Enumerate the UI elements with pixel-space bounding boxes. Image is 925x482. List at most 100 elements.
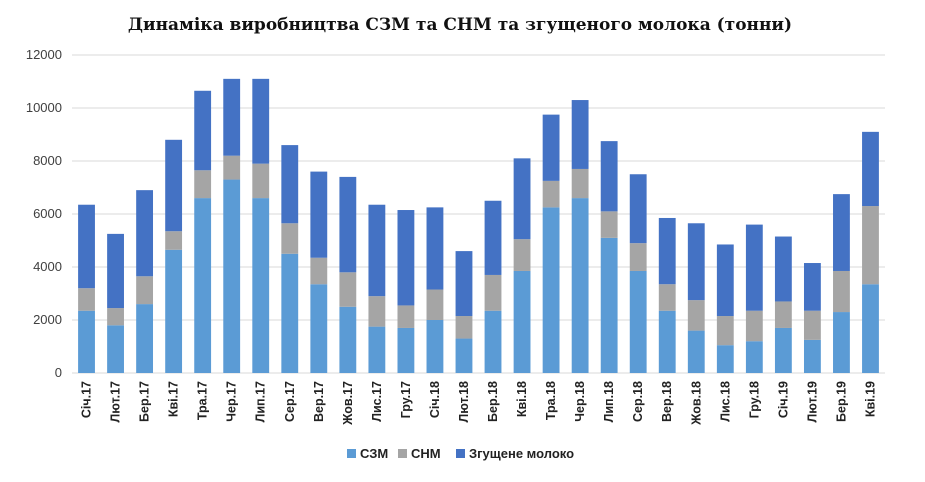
bar-segment-2-26 xyxy=(833,194,850,271)
bar-segment-2-0 xyxy=(78,204,95,289)
bar-segment-1-27 xyxy=(862,206,879,285)
gridlines xyxy=(72,54,885,374)
bar-segment-0-12 xyxy=(426,320,444,373)
x-tick-label: Бер.18 xyxy=(486,381,500,422)
x-tick-label: Бер.19 xyxy=(834,381,848,422)
bar-segment-1-10 xyxy=(368,296,386,327)
bar-segment-2-17 xyxy=(571,100,589,169)
x-tick-label: Січ.19 xyxy=(776,381,790,418)
bar-segment-1-16 xyxy=(542,180,560,208)
bar-segment-1-5 xyxy=(223,155,241,180)
bar-segment-1-23 xyxy=(745,310,763,342)
x-tick-label: Гру.17 xyxy=(399,381,413,418)
bar-segment-2-3 xyxy=(165,139,183,232)
bar-segment-2-7 xyxy=(281,145,299,224)
x-tick-label: Бер.17 xyxy=(138,381,152,422)
bar-segment-0-0 xyxy=(78,310,95,373)
bar-segment-2-13 xyxy=(455,251,473,317)
bar-segment-1-25 xyxy=(803,310,821,340)
x-tick-label: Кві.19 xyxy=(863,381,877,417)
bars xyxy=(78,78,879,373)
bar-segment-2-8 xyxy=(310,171,328,258)
bar-segment-1-6 xyxy=(252,163,270,199)
bar-segment-1-11 xyxy=(397,305,415,328)
bar-segment-2-4 xyxy=(194,90,212,171)
legend-label-1: СНМ xyxy=(411,446,441,461)
bar-segment-1-14 xyxy=(484,274,502,311)
x-tick-label: Сер.18 xyxy=(631,381,645,422)
bar-segment-0-23 xyxy=(745,341,763,373)
legend-label-0: СЗМ xyxy=(360,446,388,461)
bar-segment-0-4 xyxy=(194,198,212,373)
x-tick-label: Лип.18 xyxy=(602,381,616,422)
x-tick-label: Жов.18 xyxy=(689,381,703,426)
bar-segment-1-17 xyxy=(571,168,589,199)
x-tick-label: Вер.18 xyxy=(660,381,674,422)
bar-segment-0-18 xyxy=(600,237,618,373)
x-tick-label: Гру.18 xyxy=(747,381,761,418)
bar-segment-0-25 xyxy=(803,339,821,373)
bar-segment-2-21 xyxy=(687,223,705,301)
bar-segment-2-24 xyxy=(774,236,792,302)
bar-segment-1-1 xyxy=(107,308,124,326)
bar-segment-0-8 xyxy=(310,284,328,373)
y-tick-label: 4000 xyxy=(33,259,62,274)
bar-segment-1-26 xyxy=(833,270,850,313)
x-tick-label: Тра.18 xyxy=(544,381,558,420)
bar-segment-2-20 xyxy=(658,217,676,285)
x-tick-label: Жов.17 xyxy=(341,381,355,426)
bar-segment-1-7 xyxy=(281,223,299,254)
bar-segment-1-19 xyxy=(629,243,647,271)
bar-segment-0-26 xyxy=(833,312,850,373)
y-tick-label: 10000 xyxy=(26,100,62,115)
bar-segment-2-22 xyxy=(716,244,734,317)
x-tick-label: Лют.18 xyxy=(457,381,471,423)
chart-title: Динаміка виробництва СЗМ та СНМ та згуще… xyxy=(128,15,792,35)
bar-segment-0-7 xyxy=(281,253,299,373)
bar-segment-1-0 xyxy=(78,288,95,311)
x-tick-label: Тра.17 xyxy=(196,381,210,420)
bar-segment-0-27 xyxy=(862,284,879,373)
bar-segment-2-1 xyxy=(107,233,124,309)
bar-segment-0-13 xyxy=(455,338,473,373)
bar-segment-1-2 xyxy=(136,276,154,305)
x-tick-label: Січ.18 xyxy=(428,381,442,418)
bar-segment-0-20 xyxy=(658,310,676,373)
bar-segment-0-1 xyxy=(107,325,124,373)
bar-segment-0-22 xyxy=(716,345,734,373)
bar-segment-0-3 xyxy=(165,249,183,373)
bar-segment-1-9 xyxy=(339,272,357,307)
x-tick-label: Кві.18 xyxy=(515,381,529,417)
bar-segment-0-9 xyxy=(339,306,357,373)
bar-segment-2-16 xyxy=(542,114,560,181)
bar-segment-0-15 xyxy=(513,270,531,373)
bar-segment-0-6 xyxy=(252,198,270,373)
legend-label-2: Згущене молоко xyxy=(469,446,574,461)
bar-segment-0-17 xyxy=(571,198,589,373)
x-tick-label: Лют.17 xyxy=(109,381,123,423)
bar-segment-2-27 xyxy=(862,131,879,207)
x-tick-label: Кві.17 xyxy=(167,381,181,417)
bar-segment-0-24 xyxy=(774,327,792,373)
bar-segment-1-22 xyxy=(716,316,734,346)
x-tick-label: Чер.18 xyxy=(573,381,587,422)
y-axis-ticks: 0 2000 4000 6000 8000 10000 12000 xyxy=(26,47,62,380)
bar-segment-0-11 xyxy=(397,327,415,373)
y-tick-label: 12000 xyxy=(26,47,62,62)
x-tick-label: Січ.17 xyxy=(80,381,94,418)
x-tick-label: Чер.17 xyxy=(225,381,239,422)
bar-segment-0-19 xyxy=(629,270,647,373)
y-tick-label: 8000 xyxy=(33,153,62,168)
bar-segment-2-12 xyxy=(426,207,444,290)
y-tick-label: 2000 xyxy=(33,312,62,327)
y-tick-label: 0 xyxy=(55,365,62,380)
x-tick-label: Лип.17 xyxy=(254,381,268,422)
bar-segment-2-6 xyxy=(252,78,270,164)
bar-segment-1-3 xyxy=(165,231,183,250)
bar-segment-1-4 xyxy=(194,170,212,199)
bar-segment-2-5 xyxy=(223,78,241,156)
bar-segment-1-8 xyxy=(310,257,328,285)
bar-segment-0-5 xyxy=(223,179,241,373)
legend-swatch-2 xyxy=(456,449,465,458)
